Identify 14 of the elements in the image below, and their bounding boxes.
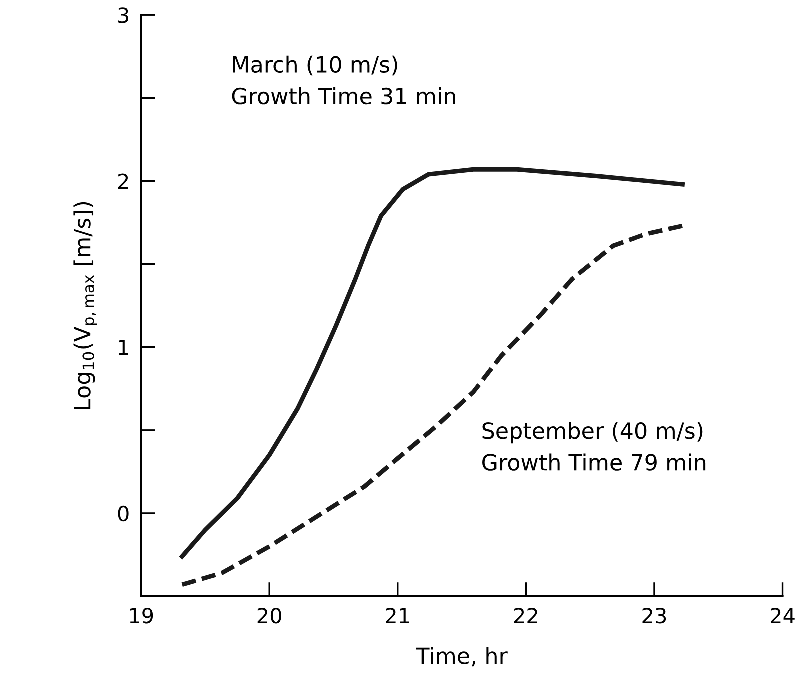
y-axis-title: Log$_{10}$(V$_{p,max}$ [m/s]) <box>74 202 98 410</box>
x-tick-label: 19 <box>130 608 154 624</box>
x-tick-label: 23 <box>642 608 666 624</box>
x-tick-label: 20 <box>258 608 282 624</box>
y-tick-label: 3 <box>118 8 129 24</box>
y-tick-label: 0 <box>118 506 129 522</box>
annotation: March (10 m/s) Growth Time 31 min <box>232 56 456 105</box>
x-tick-label: 24 <box>771 608 795 624</box>
x-tick-label: 21 <box>386 608 410 624</box>
annotation: September (40 m/s) Growth Time 79 min <box>482 422 706 471</box>
x-axis-title: Time, hr <box>416 647 508 667</box>
x-tick-label: 22 <box>514 608 538 624</box>
y-tick-label: 1 <box>119 340 128 356</box>
y-tick-label: 2 <box>118 174 128 190</box>
